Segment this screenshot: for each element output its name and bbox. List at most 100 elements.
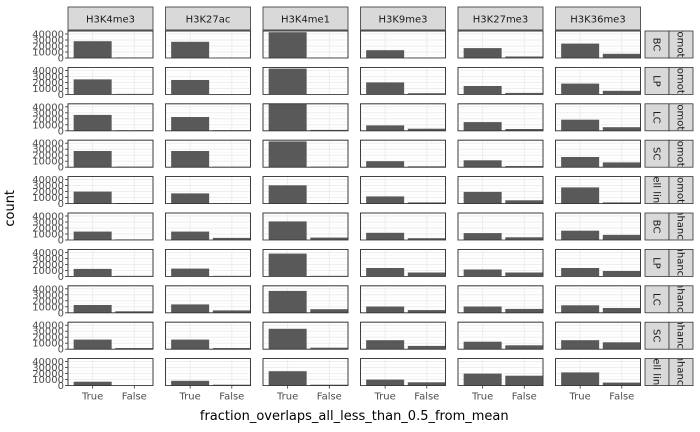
panel-promoter-BC-h3k27me3 xyxy=(457,30,544,59)
y-tick-label: 40000 xyxy=(32,66,64,77)
panel-border xyxy=(165,67,251,95)
y-tick-label: 10000 xyxy=(32,193,64,204)
panel-border xyxy=(457,248,544,277)
y-tick-label: 10000 xyxy=(32,302,64,313)
bar-true xyxy=(268,290,307,313)
bar-true xyxy=(561,230,600,240)
y-tick-label: 20000 xyxy=(32,42,64,53)
bar-false xyxy=(602,53,641,58)
panel-enhancer-BC-h3k9me3 xyxy=(360,212,446,241)
bar-true xyxy=(171,151,210,168)
y-tick-label: 40000 xyxy=(32,175,64,186)
panel-border xyxy=(67,103,154,132)
col-strip-label: H3K36me3 xyxy=(570,15,625,26)
bar-true xyxy=(268,185,307,204)
bar-true xyxy=(171,80,210,95)
bar-true xyxy=(268,141,307,168)
bar-false xyxy=(602,234,641,240)
panel-enhancer-LC-h3k27ac xyxy=(165,285,251,314)
panel-enhancer-SC-h3k9me3 xyxy=(360,321,446,350)
col-strip-h3k4me3 xyxy=(67,6,154,31)
y-tick-label: 20000 xyxy=(32,296,64,307)
panel-border xyxy=(457,321,544,350)
row-strip-group xyxy=(668,103,694,132)
y-tick-label: 20000 xyxy=(32,260,64,271)
panel-enhancer-SC-h3k4me1 xyxy=(262,321,349,350)
panel-promoter-SC-h3k27ac xyxy=(165,139,251,168)
panel-border xyxy=(555,212,641,241)
panel-enhancer-BC-h3k4me3 xyxy=(67,212,154,241)
y-tick-label: 10000 xyxy=(32,230,64,241)
bar-true xyxy=(561,119,600,131)
panel-promoter-SC-h3k4me3 xyxy=(67,139,154,168)
bar-false xyxy=(115,348,154,350)
row-strip-group xyxy=(668,67,694,95)
y-tick-label: 40000 xyxy=(32,102,64,113)
panel-enhancer-cell-line-h3k27ac xyxy=(165,358,251,387)
bar-false xyxy=(602,90,641,95)
row-strip-group-label: enhancer xyxy=(675,276,686,324)
panel-promoter-LC-h3k9me3 xyxy=(360,103,446,132)
y-tick-label: 30000 xyxy=(32,290,64,301)
y-tick-label: 30000 xyxy=(32,327,64,338)
panel-border xyxy=(165,139,251,168)
y-tick-label: 20000 xyxy=(32,333,64,344)
panel-enhancer-BC-h3k27me3 xyxy=(457,212,544,241)
panel-promoter-BC-h3k4me1 xyxy=(262,30,349,59)
y-tick-label: 40000 xyxy=(32,248,64,259)
panel-promoter-cell-line-h3k9me3 xyxy=(360,176,446,205)
bar-true xyxy=(73,151,112,168)
bar-false xyxy=(407,128,446,131)
panel-border xyxy=(360,30,446,59)
bar-true xyxy=(561,372,600,386)
panel-promoter-LC-h3k4me3 xyxy=(67,103,154,132)
x-tick-label: False xyxy=(219,392,244,403)
y-tick-label: 40000 xyxy=(32,139,64,150)
panel-border xyxy=(360,103,446,132)
y-tick-label: 20000 xyxy=(32,151,64,162)
row-strip-group-label: enhancer xyxy=(675,203,686,251)
panel-border xyxy=(262,358,349,387)
y-tick-label: 30000 xyxy=(32,145,64,156)
y-tick-label: 0 xyxy=(58,308,64,319)
panel-border xyxy=(555,30,641,59)
bar-true xyxy=(366,340,405,350)
bar-true xyxy=(463,191,502,204)
bar-true xyxy=(463,86,502,95)
col-strip-h3k36me3 xyxy=(555,6,641,31)
row-strip-cell xyxy=(644,67,670,95)
row-strip-cell-label: SC xyxy=(651,329,662,342)
bar-false xyxy=(505,237,544,240)
bar-false xyxy=(505,345,544,350)
panel-border xyxy=(67,30,154,59)
bar-true xyxy=(463,373,502,386)
row-strip-group xyxy=(668,248,694,277)
y-tick-label: 10000 xyxy=(32,84,64,95)
row-strip-group-label: enhancer xyxy=(675,239,686,287)
y-tick-label: 20000 xyxy=(32,224,64,235)
panel-border xyxy=(262,30,349,59)
panel-border xyxy=(360,67,446,95)
x-tick-label: True xyxy=(276,392,298,403)
bar-true xyxy=(463,269,502,277)
row-strip-cell xyxy=(644,248,670,277)
panel-promoter-LP-h3k27me3 xyxy=(457,67,544,95)
bar-true xyxy=(268,253,307,277)
bar-true xyxy=(561,157,600,168)
row-strip-cell-label: BC xyxy=(651,38,662,52)
panel-enhancer-BC-h3k36me3 xyxy=(555,212,641,241)
panel-border xyxy=(457,358,544,387)
y-tick-label: 0 xyxy=(58,126,64,137)
col-strip-label: H3K4me1 xyxy=(281,15,330,26)
panel-border xyxy=(165,30,251,59)
panel-promoter-LP-h3k36me3 xyxy=(555,67,641,95)
row-strip-cell xyxy=(644,212,670,241)
panel-enhancer-LC-h3k4me1 xyxy=(262,285,349,314)
bar-true xyxy=(73,191,112,204)
panel-border xyxy=(165,248,251,277)
bar-true xyxy=(366,196,405,204)
y-tick-label: 30000 xyxy=(32,363,64,374)
bar-true xyxy=(171,268,210,277)
bar-false xyxy=(505,56,544,58)
bar-true xyxy=(171,231,210,240)
